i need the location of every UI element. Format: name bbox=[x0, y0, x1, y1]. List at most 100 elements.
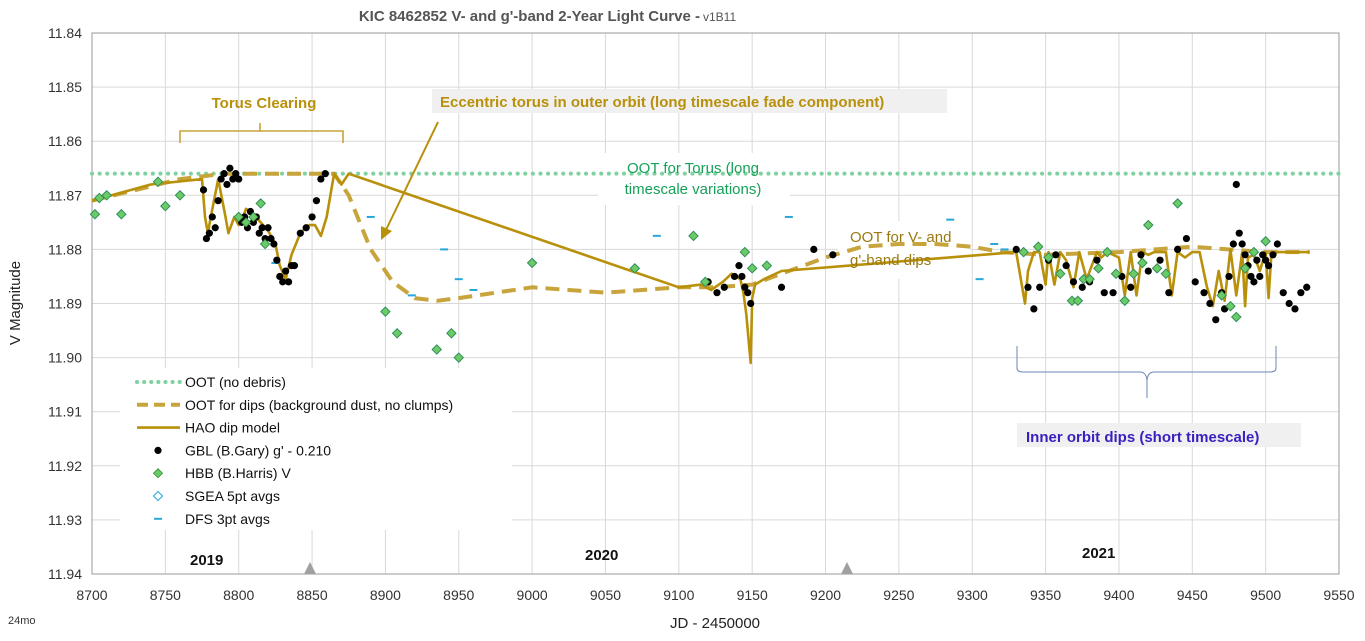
gbl-point bbox=[1262, 256, 1270, 264]
hbb-point bbox=[1216, 290, 1227, 301]
gbl-point bbox=[223, 180, 231, 189]
x-tick-label: 9450 bbox=[1177, 587, 1208, 603]
x-tick-label: 8900 bbox=[370, 587, 401, 603]
legend-label: OOT (no debris) bbox=[185, 374, 286, 390]
hbb-point bbox=[1055, 268, 1066, 279]
hbb-point bbox=[1033, 241, 1044, 252]
hbb-point bbox=[89, 209, 100, 220]
gbl-point bbox=[1264, 262, 1273, 270]
y-tick-label: 11.92 bbox=[48, 458, 82, 474]
gbl-point bbox=[1182, 234, 1191, 243]
gbl-point bbox=[1259, 251, 1267, 259]
hbb-point bbox=[1072, 295, 1083, 306]
oot-dips-label-box bbox=[838, 221, 970, 279]
gbl-point bbox=[1303, 283, 1311, 291]
gbl-point bbox=[1285, 299, 1293, 308]
gbl-point bbox=[730, 272, 739, 281]
hbb-point bbox=[160, 201, 171, 212]
gbl-point bbox=[226, 164, 234, 172]
gbl-point bbox=[1069, 278, 1078, 286]
gbl-point bbox=[217, 175, 225, 183]
hbb-point bbox=[152, 176, 164, 187]
eccentric-torus-label: Eccentric torus in outer orbit (long tim… bbox=[440, 94, 884, 111]
hbb-point bbox=[1143, 219, 1154, 231]
x-tick-label: 9250 bbox=[883, 587, 914, 603]
gbl-point bbox=[1238, 240, 1246, 248]
legend-label: HBB (B.Harris) V bbox=[185, 465, 291, 481]
x-tick-label: 8950 bbox=[443, 587, 474, 603]
x-tick-label: 9500 bbox=[1250, 587, 1281, 603]
hbb-point bbox=[1225, 301, 1236, 312]
legend-swatch-gbl bbox=[154, 446, 162, 454]
hbb-point bbox=[1137, 257, 1148, 268]
gbl-point bbox=[738, 272, 746, 281]
gbl-point bbox=[199, 186, 208, 194]
torus-clearing-label: Torus Clearing bbox=[212, 95, 317, 112]
gbl-point bbox=[1247, 272, 1255, 281]
gbl-point bbox=[214, 197, 222, 205]
legend-swatch-hbb bbox=[152, 468, 164, 479]
marker-triangle-left bbox=[304, 562, 316, 574]
gbl-point bbox=[720, 283, 728, 291]
gbl-point bbox=[276, 272, 284, 281]
x-tick-label: 9050 bbox=[590, 587, 621, 603]
x-tick-label: 9550 bbox=[1323, 587, 1354, 603]
inner-orbit-label: Inner orbit dips (short timescale) bbox=[1026, 429, 1259, 446]
gbl-point bbox=[1137, 251, 1145, 259]
hbb-point bbox=[240, 217, 252, 228]
gbl-point bbox=[258, 224, 266, 232]
gbl-point bbox=[290, 262, 299, 270]
y-tick-label: 11.86 bbox=[48, 133, 82, 149]
y-axis-title: V Magnitude bbox=[7, 261, 24, 345]
x-tick-label: 9350 bbox=[1030, 587, 1061, 603]
year-label-2021: 2021 bbox=[1082, 545, 1115, 562]
hbb-point bbox=[94, 192, 105, 204]
gbl-point bbox=[220, 170, 228, 178]
gbl-point bbox=[1078, 283, 1086, 291]
chart-title-version: v1B11 bbox=[703, 10, 736, 24]
gbl-point bbox=[264, 224, 272, 232]
x-axis-ticks: 8700 8750 8800 8850 8900 8950 9000 9050 9100 9150… bbox=[76, 587, 1354, 603]
torus-clearing-bracket bbox=[179, 123, 344, 143]
gbl-point bbox=[1206, 299, 1214, 308]
hbb-point bbox=[453, 352, 464, 363]
hbb-point bbox=[255, 198, 266, 209]
hbb-point bbox=[1043, 252, 1054, 263]
hbb-point bbox=[116, 209, 127, 220]
gbl-point bbox=[747, 299, 755, 308]
gbl-point bbox=[1273, 240, 1281, 248]
hbb-point bbox=[1110, 268, 1122, 279]
gbl-point bbox=[270, 240, 278, 248]
hbb-point bbox=[174, 190, 186, 201]
gbl-point bbox=[777, 283, 786, 291]
gbl-point bbox=[232, 170, 240, 178]
gbl-point bbox=[273, 256, 281, 264]
gbl-point bbox=[713, 289, 721, 297]
oot-torus-label-line2: timescale variations) bbox=[625, 181, 762, 198]
corner-label: 24mo bbox=[8, 615, 36, 627]
legend-swatch-sgea bbox=[152, 490, 164, 502]
oot-dips-label-line2: g'-band dips bbox=[850, 252, 931, 269]
gbl-point bbox=[282, 267, 290, 275]
gbl-point bbox=[1212, 316, 1220, 324]
hbb-point bbox=[747, 263, 758, 274]
chart-title: KIC 8462852 V- and g'-band 2-Year Light … bbox=[359, 8, 700, 25]
hbb-point bbox=[700, 276, 711, 287]
inner-orbit-bracket bbox=[1016, 346, 1277, 398]
x-tick-label: 9000 bbox=[517, 587, 548, 603]
plot-area-border bbox=[91, 32, 1340, 575]
gbl-point bbox=[741, 283, 749, 291]
hbb-point bbox=[1231, 311, 1242, 323]
y-tick-label: 11.94 bbox=[48, 566, 82, 582]
y-tick-label: 11.90 bbox=[48, 350, 82, 366]
gbl-point bbox=[1144, 267, 1152, 275]
hbb-point bbox=[260, 238, 271, 250]
hbb-point bbox=[527, 257, 538, 268]
hbb-point bbox=[248, 211, 259, 223]
eccentric-torus-arrowhead bbox=[381, 226, 392, 240]
gbl-point bbox=[235, 175, 243, 183]
gbl-point bbox=[1127, 283, 1135, 291]
hbb-point bbox=[1152, 263, 1163, 274]
y-tick-label: 11.91 bbox=[48, 404, 82, 420]
